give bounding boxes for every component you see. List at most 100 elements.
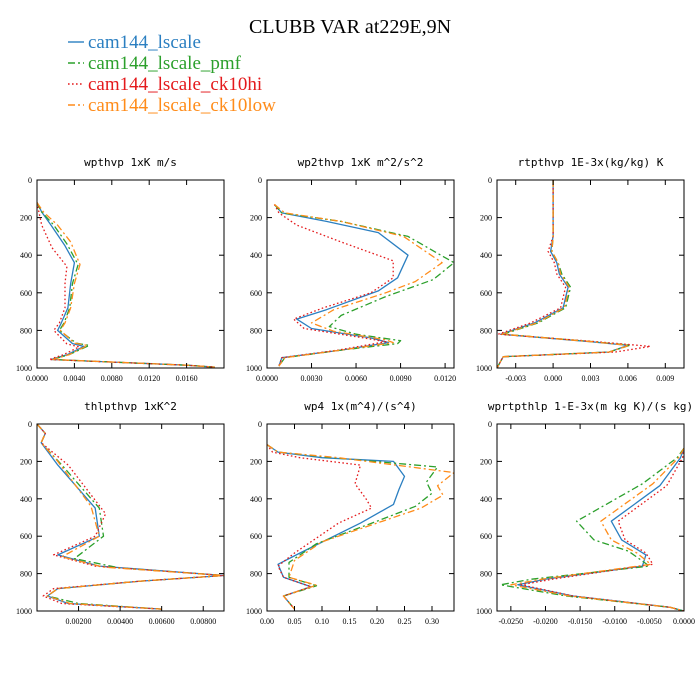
x-tick-label: 0.0040 <box>63 374 85 383</box>
y-tick-label: 600 <box>250 532 262 541</box>
panel-title: wprtpthlp 1-E-3x(m kg K)/(s kg) <box>488 400 693 413</box>
y-tick-label: 600 <box>480 289 492 298</box>
y-tick-label: 1000 <box>476 364 492 373</box>
series-line <box>37 202 215 368</box>
x-tick-label: -0.003 <box>505 374 526 383</box>
y-tick-label: 400 <box>250 495 262 504</box>
y-tick-label: 600 <box>480 532 492 541</box>
legend-label: cam144_lscale_ck10low <box>88 95 276 116</box>
x-tick-label: 0.0120 <box>434 374 456 383</box>
chart-panel: thlpthvp 1xK^2 0 200 400 600 800 1000 0.00200 0.… <box>16 400 225 626</box>
x-tick-label: 0.00400 <box>107 617 133 626</box>
x-tick-label: 0.0000 <box>26 374 48 383</box>
legend-label: cam144_lscale_pmf <box>88 53 242 74</box>
y-tick-label: 800 <box>20 570 32 579</box>
figure-title: CLUBB VAR at229E,9N <box>249 16 451 38</box>
plot-frame <box>496 423 685 612</box>
panel-title: rtpthvp 1E-3x(kg/kg) K <box>518 156 664 169</box>
x-tick-label: 0.00 <box>260 617 274 626</box>
y-tick-label: 400 <box>480 495 492 504</box>
x-tick-label: 0.10 <box>315 617 329 626</box>
y-tick-label: 200 <box>250 214 262 223</box>
y-tick-label: 200 <box>20 214 32 223</box>
series-line <box>37 202 215 368</box>
x-tick-label: 0.00600 <box>149 617 175 626</box>
legend-label: cam144_lscale <box>88 32 201 53</box>
x-tick-label: 0.0000 <box>673 617 695 626</box>
series-line <box>273 204 394 367</box>
plot-frame <box>266 179 455 369</box>
x-tick-label: 0.0060 <box>345 374 367 383</box>
x-tick-label: -0.0050 <box>637 617 662 626</box>
x-tick-label: 0.00200 <box>66 617 92 626</box>
chart-panel: wp2thvp 1xK m^2/s^2020040060080010000.00… <box>246 156 456 383</box>
series-line <box>37 424 224 610</box>
y-tick-label: 0 <box>258 420 262 429</box>
series-line <box>37 424 224 610</box>
y-tick-label: 200 <box>480 214 492 223</box>
series-line <box>520 448 684 611</box>
x-tick-label: -0.0100 <box>602 617 627 626</box>
y-tick-label: 600 <box>20 289 32 298</box>
legend: cam144_lscalecam144_lscale_pmfcam144_lsc… <box>68 32 276 116</box>
x-tick-label: 0.00800 <box>190 617 216 626</box>
y-tick-label: 400 <box>250 251 262 260</box>
y-tick-label: 400 <box>20 495 32 504</box>
y-tick-label: 600 <box>20 532 32 541</box>
y-tick-label: 200 <box>250 457 262 466</box>
series-line <box>267 444 406 610</box>
x-tick-label: 0.15 <box>343 617 357 626</box>
y-tick-label: 0 <box>258 176 262 185</box>
series-line <box>273 203 443 367</box>
x-tick-label: 0.0000 <box>256 374 278 383</box>
y-tick-label: 0 <box>28 420 32 429</box>
x-tick-label: 0.20 <box>370 617 384 626</box>
chart-panel: wprtpthlp 1-E-3x(m kg K)/(s kg) 0 200 400 60… <box>476 400 695 626</box>
y-tick-label: 200 <box>480 457 492 466</box>
plot-frame <box>266 423 455 612</box>
legend-label: cam144_lscale_ck10hi <box>88 74 262 95</box>
y-tick-label: 1000 <box>16 607 32 616</box>
x-tick-label: 0.000 <box>544 374 562 383</box>
plot-frame <box>36 423 225 612</box>
x-tick-label: 0.05 <box>288 617 302 626</box>
y-tick-label: 0 <box>488 420 492 429</box>
panel-title: wp4 1x(m^4)/(s^4) <box>304 400 417 413</box>
series-line <box>510 447 684 611</box>
series-line <box>497 180 630 368</box>
panel-title: wp2thvp 1xK m^2/s^2 <box>298 156 424 169</box>
y-tick-label: 800 <box>480 570 492 579</box>
y-tick-label: 800 <box>250 326 262 335</box>
y-tick-label: 1000 <box>246 364 262 373</box>
x-tick-label: 0.0090 <box>390 374 412 383</box>
y-tick-label: 1000 <box>246 607 262 616</box>
y-tick-label: 1000 <box>476 607 492 616</box>
chart-panel: rtpthvp 1E-3x(kg/kg) K 0 200 400 600 800 1000 -… <box>476 156 685 383</box>
series-line <box>37 424 224 610</box>
plot-frame <box>36 179 225 369</box>
y-tick-label: 600 <box>250 289 262 298</box>
y-tick-label: 200 <box>20 457 32 466</box>
x-tick-label: 0.009 <box>656 374 674 383</box>
y-tick-label: 800 <box>20 326 32 335</box>
x-tick-label: 0.0160 <box>176 374 198 383</box>
x-tick-label: -0.0250 <box>499 617 524 626</box>
x-tick-label: 0.006 <box>619 374 637 383</box>
x-tick-label: 0.0080 <box>101 374 123 383</box>
panel-title: thlpthvp 1xK^2 <box>84 400 177 413</box>
panel-title: wpthvp 1xK m/s <box>84 156 177 169</box>
y-tick-label: 800 <box>480 326 492 335</box>
x-tick-label: 0.0030 <box>301 374 323 383</box>
x-tick-label: 0.0120 <box>138 374 160 383</box>
y-tick-label: 0 <box>28 176 32 185</box>
series-line <box>273 203 409 367</box>
y-tick-label: 1000 <box>16 364 32 373</box>
x-tick-label: 0.003 <box>582 374 600 383</box>
y-tick-label: 800 <box>250 570 262 579</box>
series-line <box>267 444 373 610</box>
y-tick-label: 400 <box>480 251 492 260</box>
